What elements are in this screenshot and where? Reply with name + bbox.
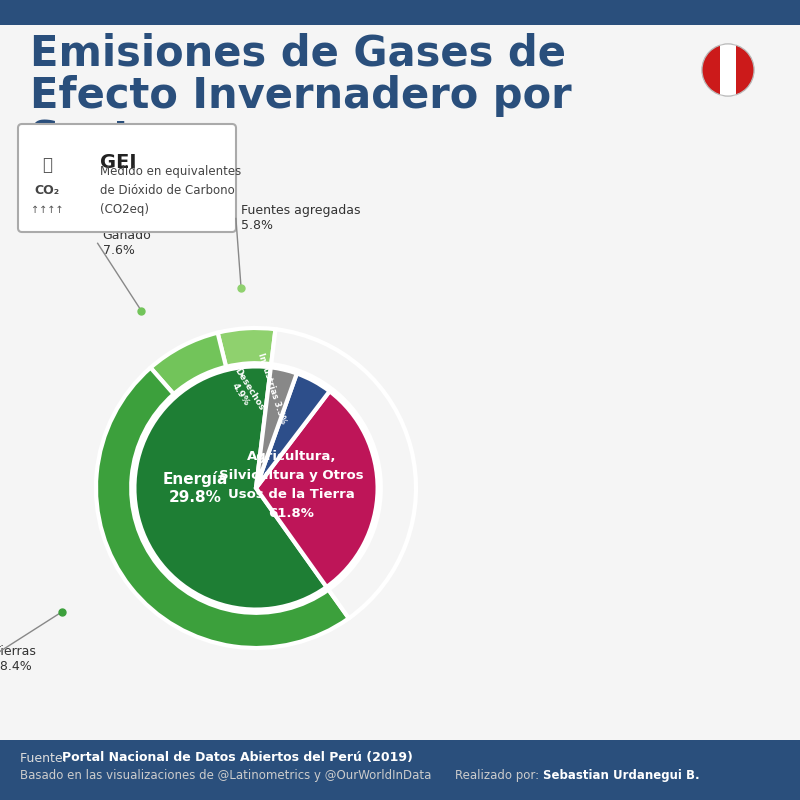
- Wedge shape: [256, 374, 330, 488]
- Text: Agricultura,
Silvicultura y Otros
Usos de la Tierra
61.8%: Agricultura, Silvicultura y Otros Usos d…: [219, 450, 363, 520]
- Wedge shape: [702, 44, 728, 96]
- Wedge shape: [256, 391, 378, 587]
- Text: Emisiones de Gases de: Emisiones de Gases de: [30, 32, 566, 74]
- Text: ↑↑↑↑: ↑↑↑↑: [30, 205, 63, 215]
- Text: Portal Nacional de Datos Abiertos del Perú (2019): Portal Nacional de Datos Abiertos del Pe…: [62, 751, 413, 765]
- Text: Fuentes agregadas
5.8%: Fuentes agregadas 5.8%: [241, 205, 361, 233]
- Wedge shape: [96, 368, 349, 648]
- Wedge shape: [271, 329, 416, 618]
- FancyBboxPatch shape: [0, 0, 800, 25]
- Text: Fuente:: Fuente:: [20, 751, 71, 765]
- Wedge shape: [150, 333, 226, 394]
- Text: Ganado
7.6%: Ganado 7.6%: [102, 230, 151, 258]
- Circle shape: [702, 44, 754, 96]
- Text: GEI: GEI: [100, 153, 137, 171]
- Text: Basado en las visualizaciones de @Latinometrics y @OurWorldInData: Basado en las visualizaciones de @Latino…: [20, 770, 431, 782]
- Wedge shape: [256, 367, 297, 488]
- Text: Tierras
48.4%: Tierras 48.4%: [0, 646, 35, 674]
- Text: 💨: 💨: [42, 156, 52, 174]
- Text: CO₂: CO₂: [34, 183, 59, 197]
- Text: Efecto Invernadero por: Efecto Invernadero por: [30, 75, 572, 117]
- FancyBboxPatch shape: [720, 44, 736, 96]
- Text: Industrias 3.5%: Industrias 3.5%: [256, 352, 288, 426]
- Text: Realizado por:: Realizado por:: [455, 770, 543, 782]
- Wedge shape: [134, 366, 326, 610]
- FancyBboxPatch shape: [0, 740, 800, 800]
- Wedge shape: [218, 328, 275, 367]
- FancyBboxPatch shape: [18, 124, 236, 232]
- Text: Sebastian Urdanegui B.: Sebastian Urdanegui B.: [543, 770, 700, 782]
- Text: Medido en equivalentes
de Dióxido de Carbono
(CO2eq): Medido en equivalentes de Dióxido de Car…: [100, 165, 242, 215]
- Text: Desechos
4.9%: Desechos 4.9%: [224, 366, 266, 418]
- Wedge shape: [728, 44, 754, 96]
- Text: Sector: Sector: [30, 118, 182, 160]
- Text: Energía
29.8%: Energía 29.8%: [162, 471, 228, 505]
